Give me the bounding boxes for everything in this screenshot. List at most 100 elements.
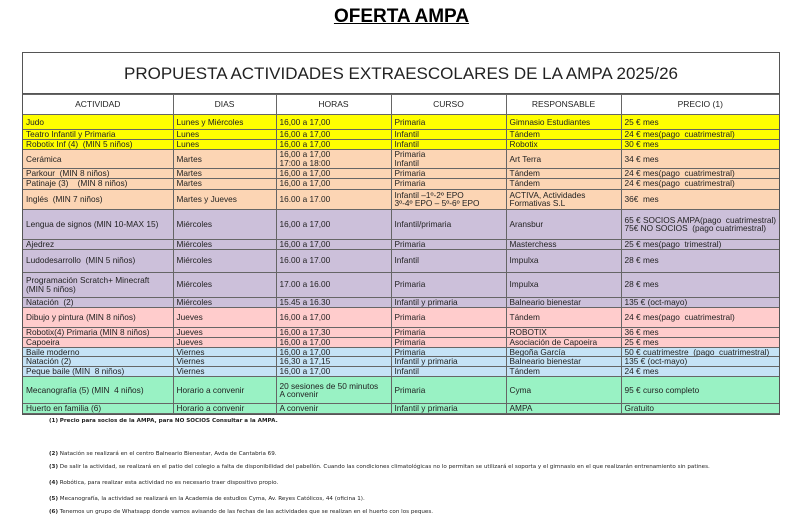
cell-price: 34 € mes	[620, 149, 779, 169]
cell-days: Martes	[172, 149, 277, 169]
cell-price: 28 € mes	[620, 248, 779, 273]
table-row: Robotix Inf (4) (MIN 5 niños) Lunes 16,00 …	[23, 139, 779, 150]
table-row: Parkour (MIN 8 niños) Martes 16,00 a 17,00…	[23, 168, 779, 179]
cell-days: Miércoles	[172, 208, 277, 240]
cell-days: Viernes	[172, 366, 277, 378]
footnote-number: (5)	[49, 496, 59, 502]
cell-activity: Peque baile (MIN 8 niños)	[23, 366, 174, 378]
cell-course: Primaria	[390, 271, 507, 298]
table-row: Judo Lunes y Miércoles 16,00 a 17,00 Primar…	[23, 114, 779, 130]
cell-price: 24 € mes(pago cuatrimestral)	[620, 129, 779, 140]
cell-course: Primaria	[390, 326, 507, 338]
cell-days: Jueves	[172, 336, 277, 348]
cell-activity: Cerámica	[23, 149, 174, 169]
cell-hours: 16,00 a 17,00	[275, 168, 392, 179]
cell-responsible: Asociación de Capoeira	[505, 336, 622, 348]
table-row: Lengua de signos (MIN 10-MAX 15) Miércole…	[23, 208, 779, 240]
footnote-text: Mecanografía, la actividad se realizará …	[59, 496, 365, 502]
cell-course: Infantil y primaria	[390, 296, 507, 308]
footnote: (4) Robótica, para realizar esta activid…	[49, 480, 278, 486]
table-row: Inglés (MIN 7 niños) Martes y Jueves 16.00…	[23, 188, 779, 210]
cell-activity: Huerto en familia (6)	[23, 403, 174, 415]
footnote: (2) Natación se realizará en el centro B…	[49, 451, 277, 457]
cell-activity: Capoeira	[23, 336, 174, 348]
cell-hours: 16,00 a 17,00	[275, 336, 392, 348]
cell-days: Lunes	[172, 139, 277, 150]
header-course: CURSO	[390, 94, 507, 115]
cell-hours: 16,00 a 17,00	[275, 306, 392, 328]
cell-activity: Natación (2)	[23, 356, 174, 368]
cell-price: 24 € mes(pago cuatrimestral)	[620, 177, 779, 190]
cell-responsible: Gimnasio Estudiantes	[505, 114, 622, 130]
cell-course: Primaria	[390, 306, 507, 328]
cell-responsible: Balneario bienestar	[505, 296, 622, 308]
cell-activity: Robotix Inf (4) (MIN 5 niños)	[23, 139, 174, 150]
footnote: (3) De salir la actividad, se realizará …	[49, 464, 710, 470]
cell-hours: 20 sesiones de 50 minutos A convenir	[275, 376, 392, 405]
table-title: PROPUESTA ACTIVIDADES EXTRAESCOLARES DE …	[23, 53, 779, 94]
footnote-text: De salir la actividad, se realizará en e…	[59, 464, 710, 470]
cell-days: Horario a convenir	[172, 403, 277, 415]
cell-course: Infantil	[390, 129, 507, 140]
cell-hours: 15.45 a 16.30	[275, 296, 392, 308]
cell-hours: 17.00 a 16.00	[275, 271, 392, 298]
cell-days: Lunes y Miércoles	[172, 114, 277, 130]
cell-course: Infantil y primaria	[390, 403, 507, 415]
cell-responsible: Impulxa	[505, 248, 622, 273]
cell-activity: Ludodesarrollo (MIN 5 niños)	[23, 248, 174, 273]
header-hours: HORAS	[275, 94, 392, 115]
footnote-number: (3)	[49, 464, 59, 470]
footnote-text: Robótica, para realizar esta actividad n…	[59, 480, 279, 486]
cell-price: 25 € mes(pago trimestral)	[620, 238, 779, 250]
cell-activity: Parkour (MIN 8 niños)	[23, 168, 174, 179]
cell-activity: Inglés (MIN 7 niños)	[23, 188, 174, 210]
cell-days: Horario a convenir	[172, 376, 277, 405]
cell-responsible: Cyma	[505, 376, 622, 405]
cell-responsible: Robotix	[505, 139, 622, 150]
cell-hours: 16.00 a 17.00	[275, 188, 392, 210]
cell-hours: 16,00 a 17,00	[275, 177, 392, 190]
cell-hours: 16,00 a 17,00	[275, 129, 392, 140]
cell-price: 135 € (oct-mayo)	[620, 296, 779, 308]
cell-course: Infantil y primaria	[390, 356, 507, 368]
cell-activity: Patinaje (3) (MIN 8 niños)	[23, 177, 174, 190]
cell-price: 36 € mes	[620, 326, 779, 338]
cell-responsible: Tándem	[505, 129, 622, 140]
table-row: Patinaje (3) (MIN 8 niños) Martes 16,00 a …	[23, 177, 779, 190]
cell-price: 25 € mes	[620, 336, 779, 348]
cell-responsible: ROBOTIX	[505, 326, 622, 338]
cell-activity: Robotix(4) Primaria (MIN 8 niños)	[23, 326, 174, 338]
cell-responsible: Aransbur	[505, 208, 622, 240]
cell-hours: 16,00 a 17,30	[275, 326, 392, 338]
cell-activity: Mecanografía (5) (MIN 4 niños)	[23, 376, 174, 405]
cell-price: 135 € (oct-mayo)	[620, 356, 779, 368]
footnote-text: Precio para socios de la AMPA, para NO S…	[59, 418, 278, 424]
table-row: Natación (2) Viernes 16,30 a 17,15 Infantil…	[23, 356, 779, 368]
cell-course: Primaria	[390, 336, 507, 348]
cell-hours: A convenir	[275, 403, 392, 415]
cell-responsible: Tándem	[505, 306, 622, 328]
cell-price: 65 € SOCIOS AMPA(pago cuatrimestral) 75€…	[620, 208, 779, 240]
footnote: (5) Mecanografía, la actividad se realiz…	[49, 496, 365, 502]
footnote-number: (1)	[49, 418, 59, 424]
cell-hours: 16,30 a 17,15	[275, 356, 392, 368]
cell-activity: Dibujo y pintura (MIN 8 niños)	[23, 306, 174, 328]
cell-activity: Judo	[23, 114, 174, 130]
cell-price: 24 € mes(pago cuatrimestral)	[620, 168, 779, 179]
cell-hours: 16.00 a 17.00	[275, 248, 392, 273]
table-row: Mecanografía (5) (MIN 4 niños) Horario a …	[23, 376, 779, 405]
cell-course: Infantil	[390, 366, 507, 378]
cell-days: Jueves	[172, 326, 277, 338]
cell-activity: Programación Scratch+ Minecraft (MIN 5 n…	[23, 271, 174, 298]
cell-days: Viernes	[172, 356, 277, 368]
table-row: Huerto en familia (6) Horario a convenir A…	[23, 403, 779, 415]
cell-days: Viernes	[172, 346, 277, 358]
header-responsible: RESPONSABLE	[505, 94, 622, 115]
cell-course: Infantil –1º-2º EPO 3º-4º EPO – 5º-6º EP…	[390, 188, 507, 210]
cell-price: 36€ mes	[620, 188, 779, 210]
cell-course: Infantil	[390, 139, 507, 150]
cell-days: Lunes	[172, 129, 277, 140]
table-row: Ludodesarrollo (MIN 5 niños) Miércoles 16.…	[23, 248, 779, 273]
cell-hours: 16,00 a 17,00	[275, 366, 392, 378]
cell-responsible: AMPA	[505, 403, 622, 415]
